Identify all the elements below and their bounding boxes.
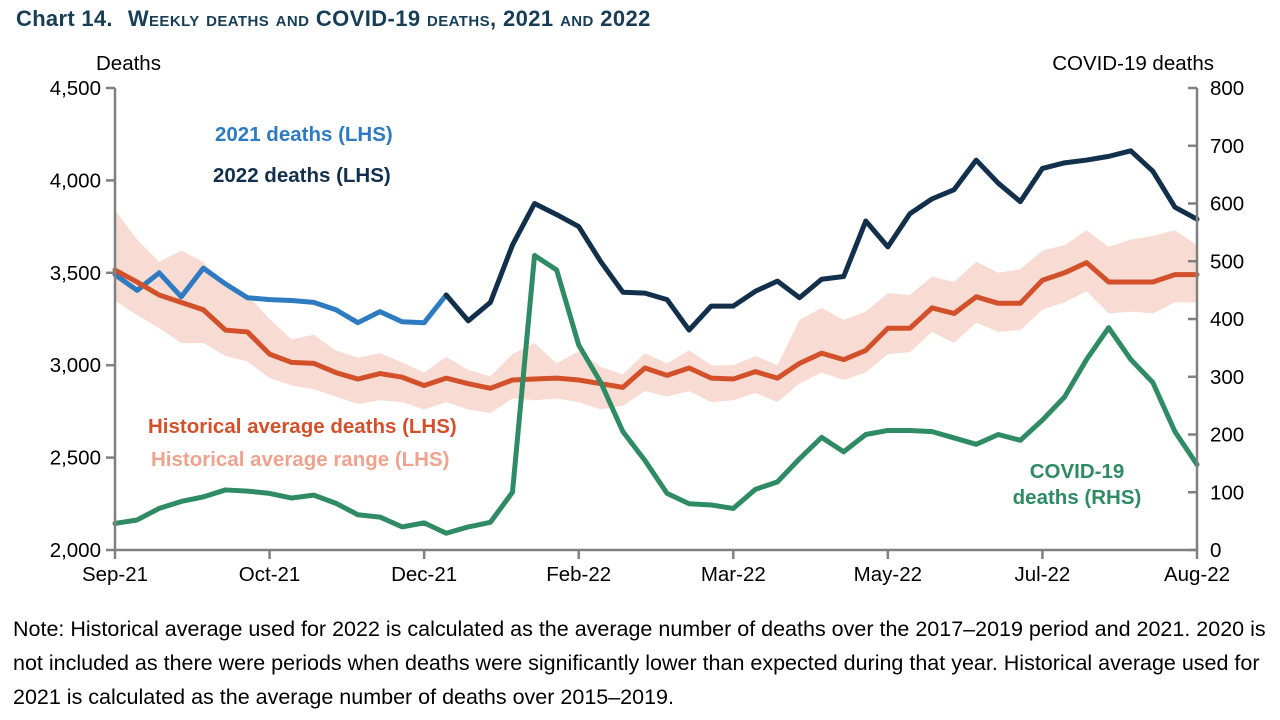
plot-svg: 2,000 2,500 3,000 3,500 4,000 4,500 0 100 200 300…: [50, 77, 1245, 586]
left-tick-label: 2,000: [50, 539, 101, 562]
right-tick-label: 600: [1210, 193, 1244, 216]
right-tick-label: 300: [1210, 366, 1244, 389]
chart-number: Chart 14.: [16, 6, 113, 31]
x-tick-label: Mar-22: [701, 563, 766, 586]
x-tick-label: Aug-22: [1164, 563, 1230, 586]
x-tick-label: Feb-22: [546, 563, 611, 586]
legend-historical-range: Historical average range (LHS): [151, 448, 450, 471]
series-deaths_2021: [112, 265, 449, 326]
left-tick-label: 3,500: [50, 262, 101, 285]
series-covid_deaths: [112, 252, 1200, 536]
right-tick-label: 400: [1210, 308, 1244, 331]
legend-2021-deaths: 2021 deaths (LHS): [215, 123, 393, 146]
legend-2022-deaths: 2022 deaths (LHS): [213, 164, 391, 187]
x-tick-label: Sep-21: [82, 563, 148, 586]
right-tick-label: 200: [1210, 424, 1244, 447]
series-hist_avg: [112, 260, 1200, 391]
left-tick-label: 2,500: [50, 447, 101, 470]
left-axis-title: Deaths: [96, 52, 161, 75]
right-tick-label: 500: [1210, 250, 1244, 273]
legend-covid-line2: deaths (RHS): [1012, 486, 1142, 509]
left-tick-label: 3,000: [50, 354, 101, 377]
note-text: Note: Historical average used for 2022 i…: [13, 617, 1266, 709]
series-deaths_2022: [443, 148, 1200, 333]
right-tick-label: 0: [1210, 539, 1221, 562]
left-tick-label: 4,000: [50, 169, 101, 192]
x-tick-label: May-22: [854, 563, 922, 586]
legend-covid-deaths: COVID-19 deaths (RHS): [977, 459, 1177, 511]
x-tick-label: Oct-21: [239, 563, 301, 586]
right-tick-label: 700: [1210, 135, 1244, 158]
x-tick-label: Dec-21: [391, 563, 457, 586]
left-tick-label: 4,500: [50, 77, 101, 100]
chart-title-text: Weekly deaths and COVID-19 deaths, 2021 …: [127, 6, 651, 31]
legend-historical-average: Historical average deaths (LHS): [148, 415, 457, 438]
right-tick-label: 800: [1210, 77, 1244, 100]
right-tick-label: 100: [1210, 481, 1244, 504]
x-tick-label: Jul-22: [1015, 563, 1071, 586]
right-axis-title: COVID-19 deaths: [1052, 52, 1214, 75]
chart-title: Chart 14. Weekly deaths and COVID-19 deat…: [16, 6, 651, 32]
legend-covid-line1: COVID-19: [1029, 460, 1125, 483]
band-hist-range: [115, 209, 1197, 414]
